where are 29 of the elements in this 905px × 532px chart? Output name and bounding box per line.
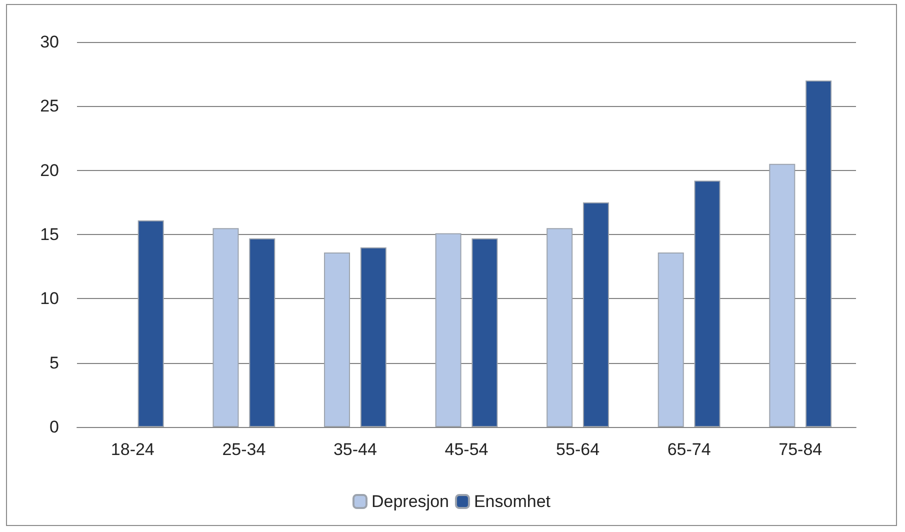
bar: [212, 228, 239, 427]
x-tick-label: 18-24: [110, 440, 154, 459]
legend-label: Ensomhet: [474, 492, 551, 511]
bar: [435, 233, 462, 427]
bar: [694, 180, 720, 427]
x-tick-label: 75-84: [778, 440, 822, 459]
bar: [360, 247, 386, 427]
x-tick-label: 25-34: [222, 440, 266, 459]
bar: [324, 252, 350, 427]
y-tick-label: 5: [50, 353, 59, 372]
x-tick-label: 35-44: [333, 440, 377, 459]
x-tick-label: 65-74: [667, 440, 711, 459]
y-tick-label: 10: [40, 289, 59, 308]
bar: [806, 80, 832, 427]
legend-label: Depresjon: [371, 492, 449, 511]
y-tick-label: 25: [40, 96, 59, 116]
x-tick-label: 45-54: [444, 440, 488, 459]
bar: [658, 252, 684, 427]
bar: [472, 238, 498, 427]
bar: [546, 228, 573, 427]
y-tick-label: 20: [40, 160, 59, 180]
y-tick-label: 15: [40, 225, 59, 244]
bar: [138, 220, 164, 427]
bar: [249, 238, 276, 427]
bar: [582, 202, 609, 427]
y-tick-label: 30: [40, 32, 59, 52]
bar: [769, 164, 796, 427]
x-tick-label: 55-64: [556, 440, 600, 459]
y-tick-label: 0: [50, 418, 59, 436]
